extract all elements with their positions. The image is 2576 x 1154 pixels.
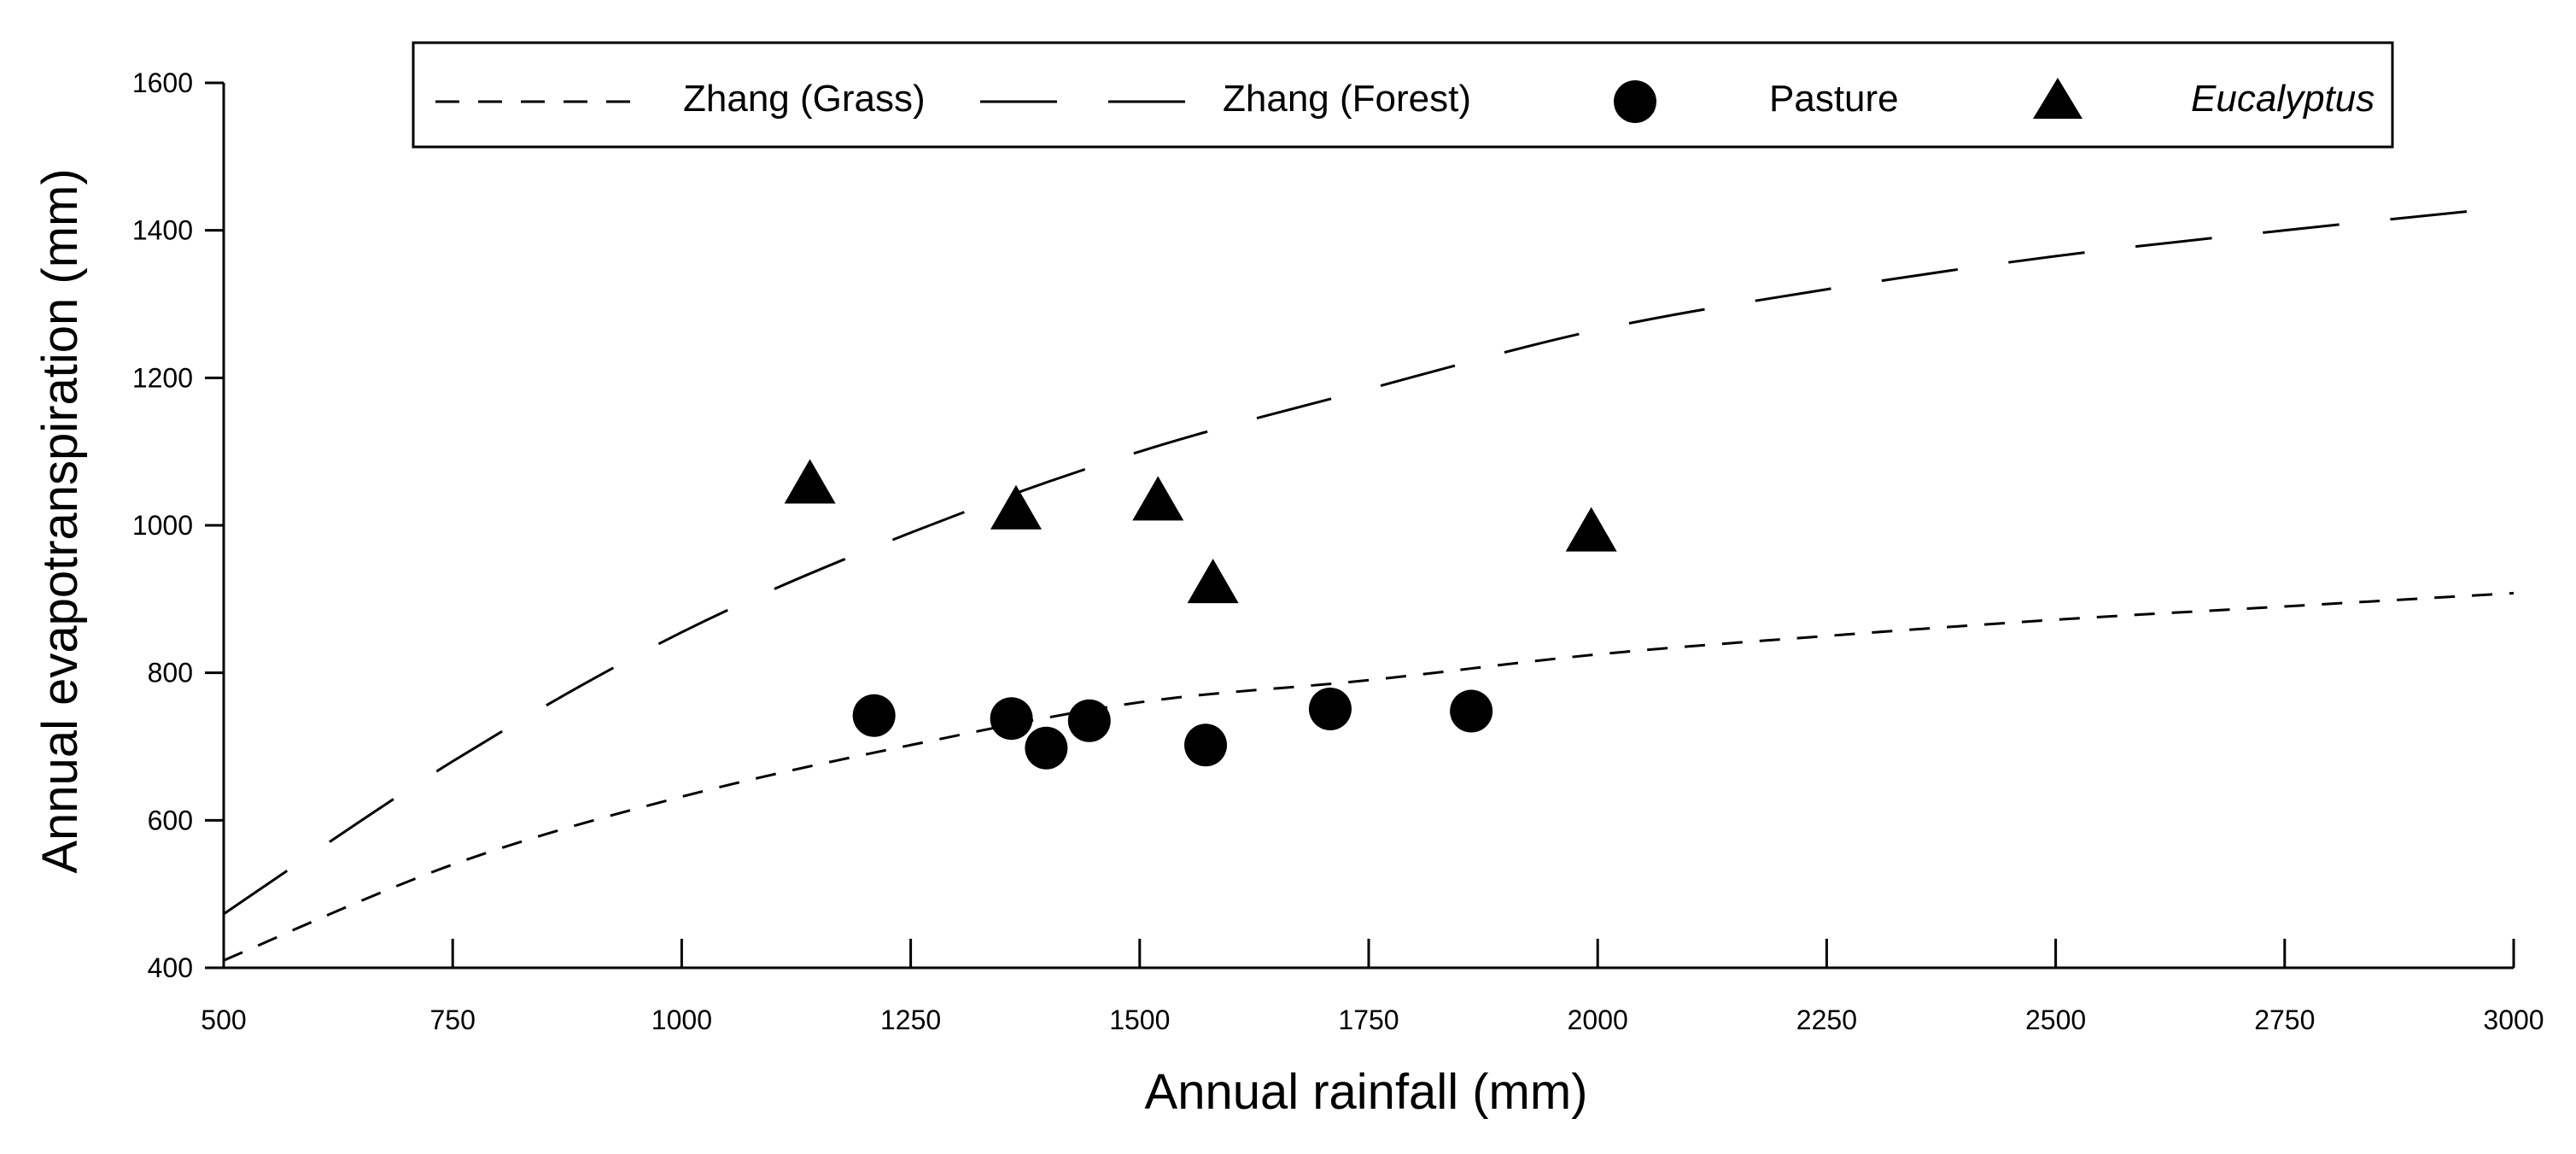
x-tick-label: 750 bbox=[430, 1005, 476, 1035]
curves bbox=[223, 205, 2515, 962]
legend-pasture-marker bbox=[1614, 80, 1656, 123]
y-tick-label: 600 bbox=[148, 805, 193, 835]
y-tick-label: 1400 bbox=[132, 215, 193, 246]
x-tick-label: 2500 bbox=[2025, 1005, 2086, 1035]
eucalyptus-point bbox=[784, 459, 836, 504]
pasture-point bbox=[852, 694, 896, 737]
x-tick-label: 1750 bbox=[1338, 1005, 1399, 1035]
y-tick-label: 1600 bbox=[132, 67, 193, 98]
x-tick-label: 1250 bbox=[880, 1005, 941, 1035]
x-tick-label: 2000 bbox=[1568, 1005, 1628, 1035]
legend-forest-label: Zhang (Forest) bbox=[1223, 78, 1471, 120]
y-axis-label: Annual evapotranspiration (mm) bbox=[32, 168, 88, 873]
x-tick-label: 500 bbox=[201, 1005, 246, 1035]
y-tick-label: 1000 bbox=[132, 510, 193, 541]
y-tick-label: 400 bbox=[148, 952, 193, 983]
pasture-point bbox=[1025, 726, 1068, 770]
legend-grass-label: Zhang (Grass) bbox=[683, 78, 926, 120]
eucalyptus-point bbox=[1565, 507, 1617, 552]
x-tick-label: 3000 bbox=[2483, 1005, 2544, 1035]
pasture-point bbox=[1450, 689, 1493, 733]
axes: 500 750 1000 1250 1500 1750 2000 2250 2500 2750 30… bbox=[132, 67, 2544, 1035]
eucalyptus-point bbox=[1187, 559, 1239, 604]
pasture-point bbox=[990, 697, 1033, 741]
legend-pasture-label: Pasture bbox=[1769, 78, 1899, 120]
pasture-point bbox=[1067, 699, 1111, 742]
x-tick-label: 1000 bbox=[651, 1005, 712, 1035]
eucalyptus-point bbox=[990, 484, 1042, 530]
zhang-grass-curve bbox=[223, 591, 2515, 962]
x-tick-label: 2250 bbox=[1796, 1005, 1857, 1035]
legend-eucalyptus-label: Eucalyptus bbox=[2191, 78, 2374, 120]
x-tick-label: 1500 bbox=[1109, 1005, 1170, 1035]
zhang-forest-curve bbox=[223, 205, 2515, 916]
legend-eucalyptus-marker bbox=[2033, 78, 2082, 119]
eucalyptus-point bbox=[1132, 476, 1184, 521]
data-points bbox=[784, 459, 1617, 770]
pasture-point bbox=[1184, 723, 1228, 767]
legend: Zhang (Grass) Zhang (Forest) Pasture Euc… bbox=[412, 41, 2394, 149]
x-axis-label: Annual rainfall (mm) bbox=[1145, 1064, 1588, 1120]
y-tick-label: 800 bbox=[148, 658, 193, 688]
y-tick-label: 1200 bbox=[132, 362, 193, 393]
pasture-point bbox=[1308, 687, 1352, 730]
x-tick-label: 2750 bbox=[2254, 1005, 2315, 1035]
